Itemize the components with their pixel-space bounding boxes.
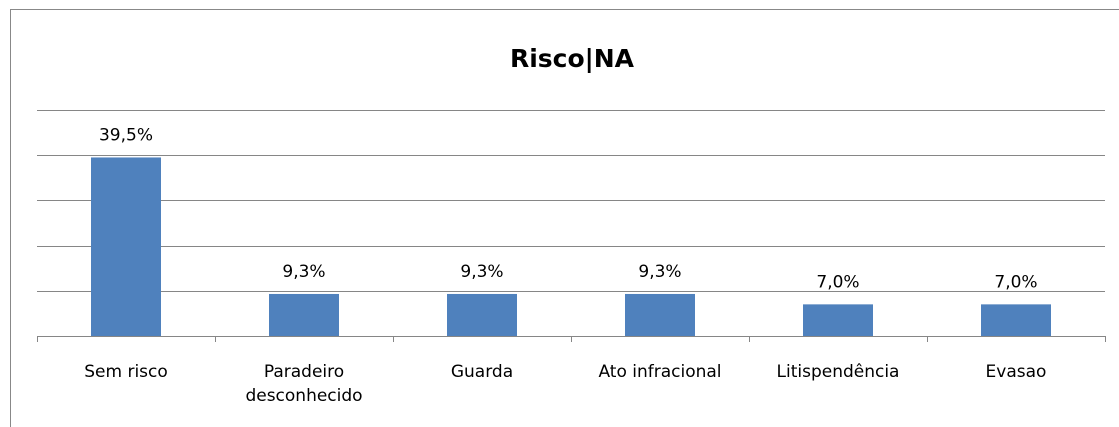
x-tick-label: Evasao — [985, 362, 1047, 382]
value-label: 39,5% — [99, 125, 153, 145]
value-label: 7,0% — [994, 272, 1037, 292]
chart-title: Risco|NA — [510, 44, 635, 73]
x-tick-label: Ato infracional — [598, 362, 722, 382]
x-tick-label: Guarda — [450, 362, 514, 382]
chart-frame — [10, 9, 1119, 427]
value-label: 9,3% — [460, 262, 503, 282]
bar — [269, 293, 339, 336]
value-label: 7,0% — [816, 272, 859, 292]
value-label: 9,3% — [638, 262, 681, 282]
x-tick-label: Litispendência — [776, 362, 900, 382]
bar — [803, 304, 873, 336]
value-label: 9,3% — [282, 262, 325, 282]
x-tick-label: Paradeiro desconhecido — [245, 362, 363, 406]
x-tick-label: Sem risco — [84, 362, 168, 382]
bar — [625, 293, 695, 336]
bar — [91, 157, 161, 336]
bar — [447, 293, 517, 336]
bar — [981, 304, 1051, 336]
